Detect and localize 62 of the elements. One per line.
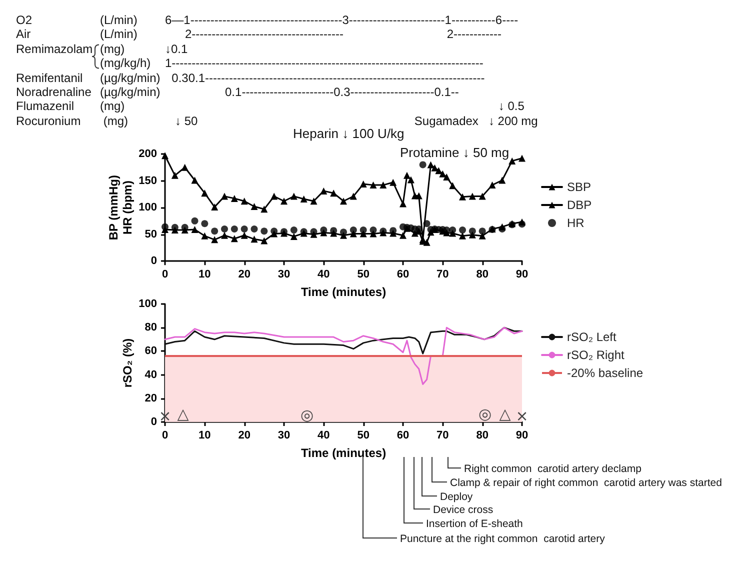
x-tick-label: 40 [318,268,330,281]
x-tick-label: 40 [318,430,330,442]
text: Remifentanil (µg/kg/min) 0.30.1---------------------------------------------------------------------- [16,70,485,85]
text: Heparin ↓ 100 U/kg [293,126,404,141]
y-tick-label: 20 [144,392,157,404]
y-tick-label: 60 [144,345,157,358]
x-tick-label: 70 [436,430,449,442]
y-tick-label: 100 [138,202,157,214]
legend-label: SBP [567,180,592,194]
text: Rocuronium (mg) ↓ 50 Sugamadex ↓ 200 mg [16,114,538,128]
x-tick-label: 30 [278,430,290,442]
legend-label: rSO₂ Right [567,348,626,362]
x-tick-label: 50 [357,430,370,442]
x-tick-label: 0 [162,268,168,281]
y-tick-label: 50 [144,228,157,240]
x-tick-label: 90 [516,268,528,281]
legend-label: DBP [567,198,592,212]
x-tick-label: 20 [238,268,250,281]
x-tick-label: 70 [436,268,449,281]
x-tick-label: 10 [198,268,211,281]
legend-label: -20% baseline [567,366,644,380]
annotation: △ [499,405,512,423]
text: Remimazolam (mg) ↓0.1 [16,42,188,56]
x-axis-title: Time (minutes) [300,285,386,299]
y-tick-label: 100 [138,298,157,310]
annotation: × [516,407,528,425]
y-tick-label: 0 [150,255,157,268]
text: Deploy [440,491,474,503]
text: Flumazenil (mg) ↓ 0.5 [16,99,524,114]
text: Insertion of E-sheath [426,518,524,530]
y-tick-label: 200 [138,148,157,160]
x-tick-label: 0 [162,430,168,442]
text: Right common carotid artery declamp [464,463,642,475]
annotation: Protamine ↓ 50 mg [400,145,510,160]
x-tick-label: 60 [396,268,410,281]
text: Puncture at the right common carotid artery [400,533,606,545]
x-tick-label: 80 [476,268,488,281]
text: Noradrenaline (µg/kg/min) 0.1-----------------------0.3---------------------0.1-- [16,85,459,99]
annotation: ◎ [478,405,492,423]
x-tick-label: 80 [476,430,488,442]
annotation: ◎ [300,406,314,424]
x-tick-label: 90 [516,430,528,442]
x-tick-label: 60 [396,430,410,442]
text: Device cross [433,504,494,516]
x-tick-label: 10 [198,430,211,442]
y-tick-label: 0 [150,416,157,428]
x-tick-label: 20 [238,430,250,442]
y-tick-label: 150 [138,174,157,187]
text: Clamp & repair of right common carotid artery was started [450,477,722,489]
legend-label: rSO₂ Left [567,330,618,344]
text: (mg/kg/h) 1------------------------------------------------------------------------------ [100,56,484,70]
y-tick-label: 40 [144,368,157,381]
x-tick-label: 50 [357,268,370,281]
text: O2 (L/min) 6—1--------------------------------------3------------------------1-----------6---- [16,13,518,27]
x-tick-label: 30 [278,268,290,281]
legend-label: HR [567,216,585,230]
y-tick-label: 80 [144,322,157,334]
text: Air (L/min) 2-------------------------------------- 2------------ [16,27,502,42]
annotation: △ [177,405,190,423]
x-axis-title: Time (minutes) [300,446,386,460]
y-axis-title: BP (mmHg) HR (bpm) [106,174,135,240]
y-axis-title: rSO₂ (%) [120,338,135,388]
